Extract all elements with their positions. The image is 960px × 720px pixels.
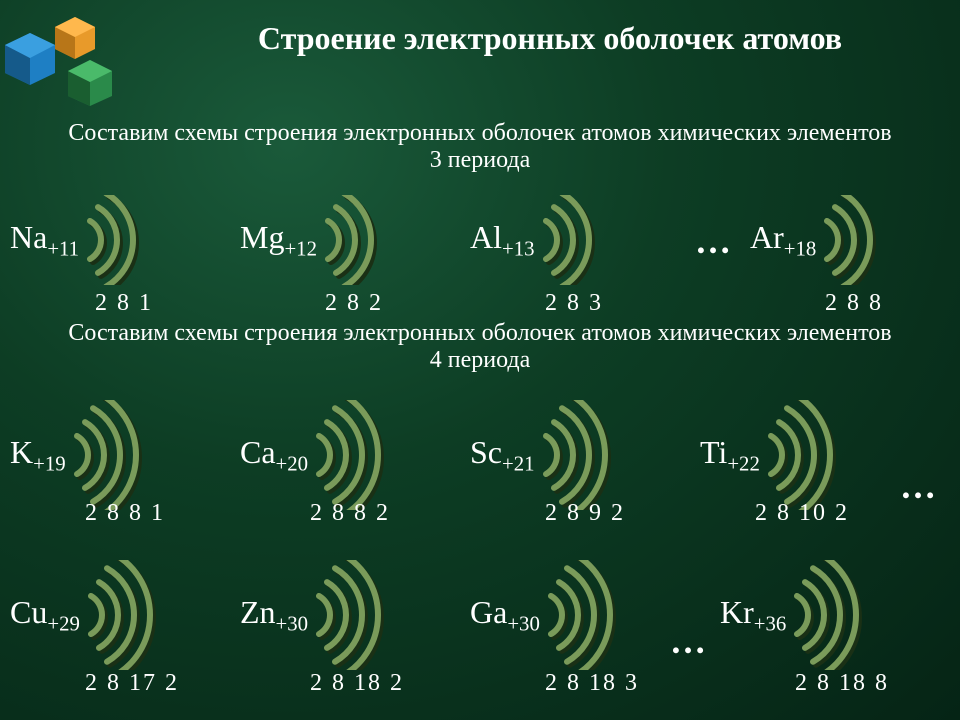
subtitle-period-4: Составим схемы строения электронных обол… (0, 320, 960, 374)
electron-config-sc: 2 8 9 2 (545, 500, 625, 527)
electron-shells-icon (308, 560, 391, 670)
element-cu: Cu+29 (10, 560, 163, 670)
electron-config-na: 2 8 1 (95, 290, 153, 317)
element-na: Na+11 (10, 195, 146, 285)
element-symbol: Na+11 (10, 219, 79, 261)
electron-config-cu: 2 8 17 2 (85, 670, 179, 697)
element-al: Al+13 (470, 195, 602, 285)
electron-shells-icon (816, 195, 883, 285)
element-symbol: Kr+36 (720, 594, 786, 636)
corner-cubes-decoration (0, 0, 160, 110)
ellipsis: … (670, 620, 706, 662)
element-symbol: K+19 (10, 434, 66, 476)
ellipsis: … (695, 220, 731, 262)
electron-shells-icon (760, 400, 843, 510)
element-zn: Zn+30 (240, 560, 391, 670)
element-symbol: Mg+12 (240, 219, 317, 261)
element-symbol: Ga+30 (470, 594, 540, 636)
electron-config-al: 2 8 3 (545, 290, 603, 317)
element-sc: Sc+21 (470, 400, 618, 510)
element-symbol: Zn+30 (240, 594, 308, 636)
electron-config-ca: 2 8 8 2 (310, 500, 390, 527)
element-symbol: Al+13 (470, 219, 535, 261)
element-symbol: Sc+21 (470, 434, 535, 476)
electron-config-k: 2 8 8 1 (85, 500, 165, 527)
element-k: K+19 (10, 400, 149, 510)
element-symbol: Ar+18 (750, 219, 816, 261)
electron-shells-icon (786, 560, 869, 670)
electron-config-ga: 2 8 18 3 (545, 670, 639, 697)
subtitle-period-3: Составим схемы строения электронных обол… (0, 120, 960, 174)
element-ca: Ca+20 (240, 400, 391, 510)
electron-config-zn: 2 8 18 2 (310, 670, 404, 697)
electron-shells-icon (535, 195, 602, 285)
electron-shells-icon (308, 400, 391, 510)
ellipsis: … (900, 465, 936, 507)
page-title: Строение электронных оболочек атомов (160, 20, 940, 57)
element-ga: Ga+30 (470, 560, 623, 670)
electron-config-ti: 2 8 10 2 (755, 500, 849, 527)
element-symbol: Ca+20 (240, 434, 308, 476)
electron-shells-icon (80, 560, 163, 670)
electron-shells-icon (535, 400, 618, 510)
element-symbol: Cu+29 (10, 594, 80, 636)
element-ti: Ti+22 (700, 400, 843, 510)
electron-shells-icon (66, 400, 149, 510)
electron-shells-icon (317, 195, 384, 285)
electron-shells-icon (540, 560, 623, 670)
electron-config-kr: 2 8 18 8 (795, 670, 889, 697)
element-mg: Mg+12 (240, 195, 384, 285)
electron-config-mg: 2 8 2 (325, 290, 383, 317)
element-ar: Ar+18 (750, 195, 883, 285)
element-symbol: Ti+22 (700, 434, 760, 476)
element-kr: Kr+36 (720, 560, 869, 670)
electron-shells-icon (79, 195, 146, 285)
electron-config-ar: 2 8 8 (825, 290, 883, 317)
